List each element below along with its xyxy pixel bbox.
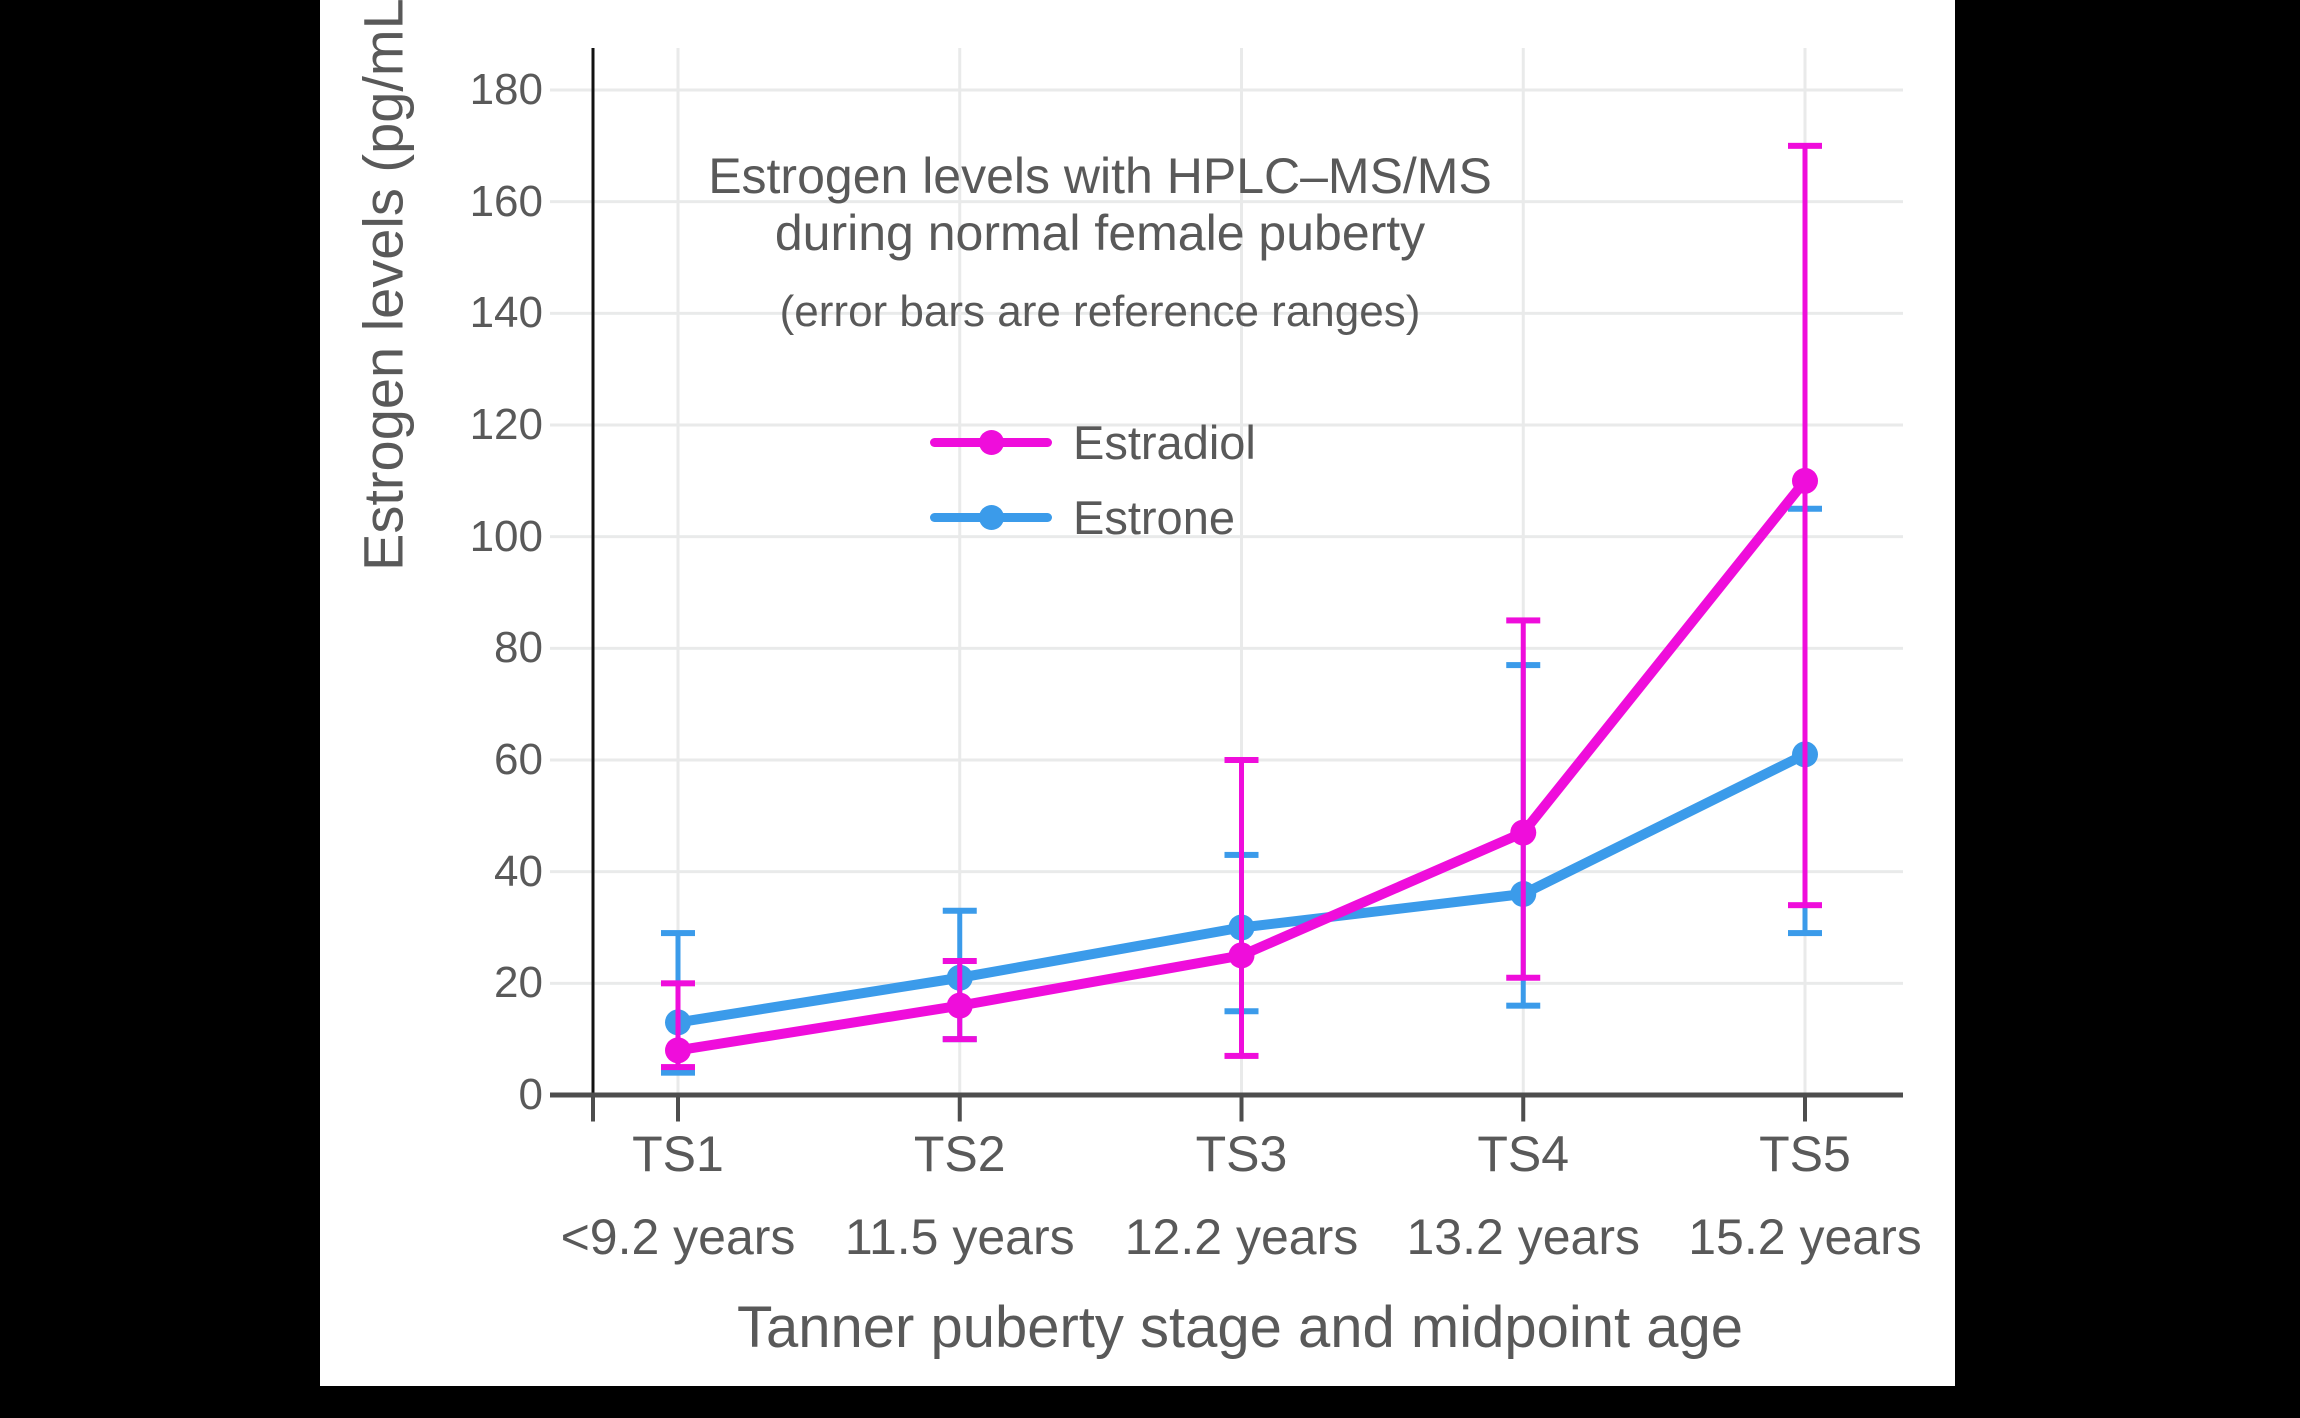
- x-tick-label-ts3: TS3: [1195, 1126, 1288, 1182]
- x-axis-line: [550, 1092, 1903, 1098]
- chart-title-line2: during normal female puberty: [774, 205, 1426, 261]
- legend-label-estradiol: Estradiol: [1073, 416, 1256, 469]
- errorbar-estradiol-ts4: [1520, 620, 1526, 978]
- errorbar-estradiol-ts5: [1802, 145, 1808, 906]
- errorbar-cap-high-estradiol-ts3: [1224, 757, 1259, 764]
- chart-subtitle: (error bars are reference ranges): [779, 287, 1421, 336]
- x-tick-mark-5: [1803, 1097, 1807, 1122]
- x-tick-mark-1: [676, 1097, 680, 1122]
- x-tick-mark-4: [1521, 1097, 1526, 1122]
- errorbar-cap-high-estrone-ts2: [942, 907, 977, 914]
- x-tick-mark-0: [591, 1097, 595, 1122]
- x-tick-sublabel-ts4: 13.2 years: [1406, 1209, 1640, 1265]
- estrone-line-marker-icon: [930, 505, 1052, 530]
- errorbar-cap-high-estradiol-ts1: [661, 980, 695, 987]
- v-gridline-ts1: [676, 48, 680, 1095]
- chart-title: Estrogen levels with HPLC–MS/MS during n…: [600, 148, 1600, 262]
- point-estradiol-ts4: [1510, 819, 1537, 846]
- x-tick-label-ts2: TS2: [913, 1126, 1006, 1182]
- h-gridline-80: [550, 646, 1903, 650]
- y-tick-label-0: 0: [518, 1070, 543, 1119]
- errorbar-cap-high-estradiol-ts4: [1506, 617, 1541, 624]
- errorbar-cap-low-estrone-ts5: [1788, 930, 1822, 937]
- errorbar-estradiol-ts3: [1239, 760, 1244, 1056]
- y-tick-label-180: 180: [469, 65, 543, 114]
- y-tick-label-120: 120: [469, 400, 543, 449]
- point-estradiol-ts5: [1792, 467, 1818, 494]
- x-tick-mark-3: [1239, 1097, 1244, 1122]
- y-tick-label-100: 100: [469, 511, 543, 561]
- errorbar-cap-low-estradiol-ts4: [1506, 974, 1541, 981]
- y-tick-label-40: 40: [494, 846, 543, 896]
- errorbar-cap-low-estrone-ts1: [661, 1069, 695, 1076]
- h-gridline-160: [550, 200, 1903, 204]
- x-tick-mark-2: [957, 1097, 962, 1122]
- point-estradiol-ts2: [946, 992, 973, 1019]
- v-gridline-ts3: [1240, 48, 1243, 1095]
- h-gridline-20: [550, 981, 1903, 985]
- x-tick-sublabel-ts3: 12.2 years: [1124, 1209, 1359, 1265]
- x-tick-label-ts1: TS1: [632, 1126, 724, 1182]
- v-gridline-ts2: [958, 48, 962, 1095]
- x-axis-title: Tanner puberty stage and midpoint age: [736, 1295, 1744, 1360]
- legend-item-estradiol: Estradiol: [930, 405, 1256, 480]
- errorbar-cap-low-estradiol-ts5: [1788, 902, 1822, 909]
- errorbar-cap-high-estradiol-ts5: [1788, 142, 1822, 149]
- chart-title-line1: Estrogen levels with HPLC–MS/MS: [708, 148, 1492, 204]
- y-tick-label-20: 20: [494, 958, 543, 1008]
- x-tick-sublabel-ts2: 11.5 years: [844, 1209, 1075, 1265]
- y-tick-label-160: 160: [469, 176, 543, 226]
- x-tick-sublabel-ts1: <9.2 years: [560, 1209, 796, 1265]
- h-gridline-100: [550, 535, 1903, 539]
- v-gridline-ts4: [1521, 48, 1525, 1095]
- errorbar-estradiol-ts1: [675, 983, 681, 1068]
- y-tick-label-80: 80: [494, 623, 543, 673]
- h-gridline-40: [550, 870, 1903, 874]
- errorbar-cap-high-estradiol-ts2: [942, 958, 977, 965]
- legend-label-estrone: Estrone: [1073, 491, 1235, 544]
- legend: Estradiol Estrone: [930, 405, 1256, 555]
- estradiol-line-marker-icon: [930, 430, 1052, 455]
- h-gridline-140: [550, 311, 1903, 315]
- x-tick-sublabel-ts5: 15.2 years: [1688, 1209, 1922, 1265]
- x-tick-label-ts5: TS5: [1759, 1126, 1851, 1182]
- h-gridline-120: [550, 423, 1903, 427]
- x-tick-label-ts4: TS4: [1477, 1126, 1570, 1182]
- point-estradiol-ts1: [665, 1037, 691, 1064]
- errorbar-cap-low-estradiol-ts2: [942, 1036, 977, 1043]
- point-estradiol-ts3: [1228, 942, 1255, 969]
- errorbar-cap-low-estradiol-ts1: [661, 1064, 695, 1071]
- errorbar-cap-low-estrone-ts4: [1506, 1002, 1541, 1009]
- h-gridline-180: [550, 88, 1903, 92]
- y-axis-line: [591, 48, 595, 1095]
- legend-item-estrone: Estrone: [930, 480, 1256, 555]
- errorbar-cap-low-estradiol-ts3: [1224, 1052, 1259, 1059]
- errorbar-cap-high-estrone-ts1: [661, 930, 695, 937]
- y-tick-label-140: 140: [469, 288, 543, 338]
- y-tick-label-60: 60: [494, 735, 543, 784]
